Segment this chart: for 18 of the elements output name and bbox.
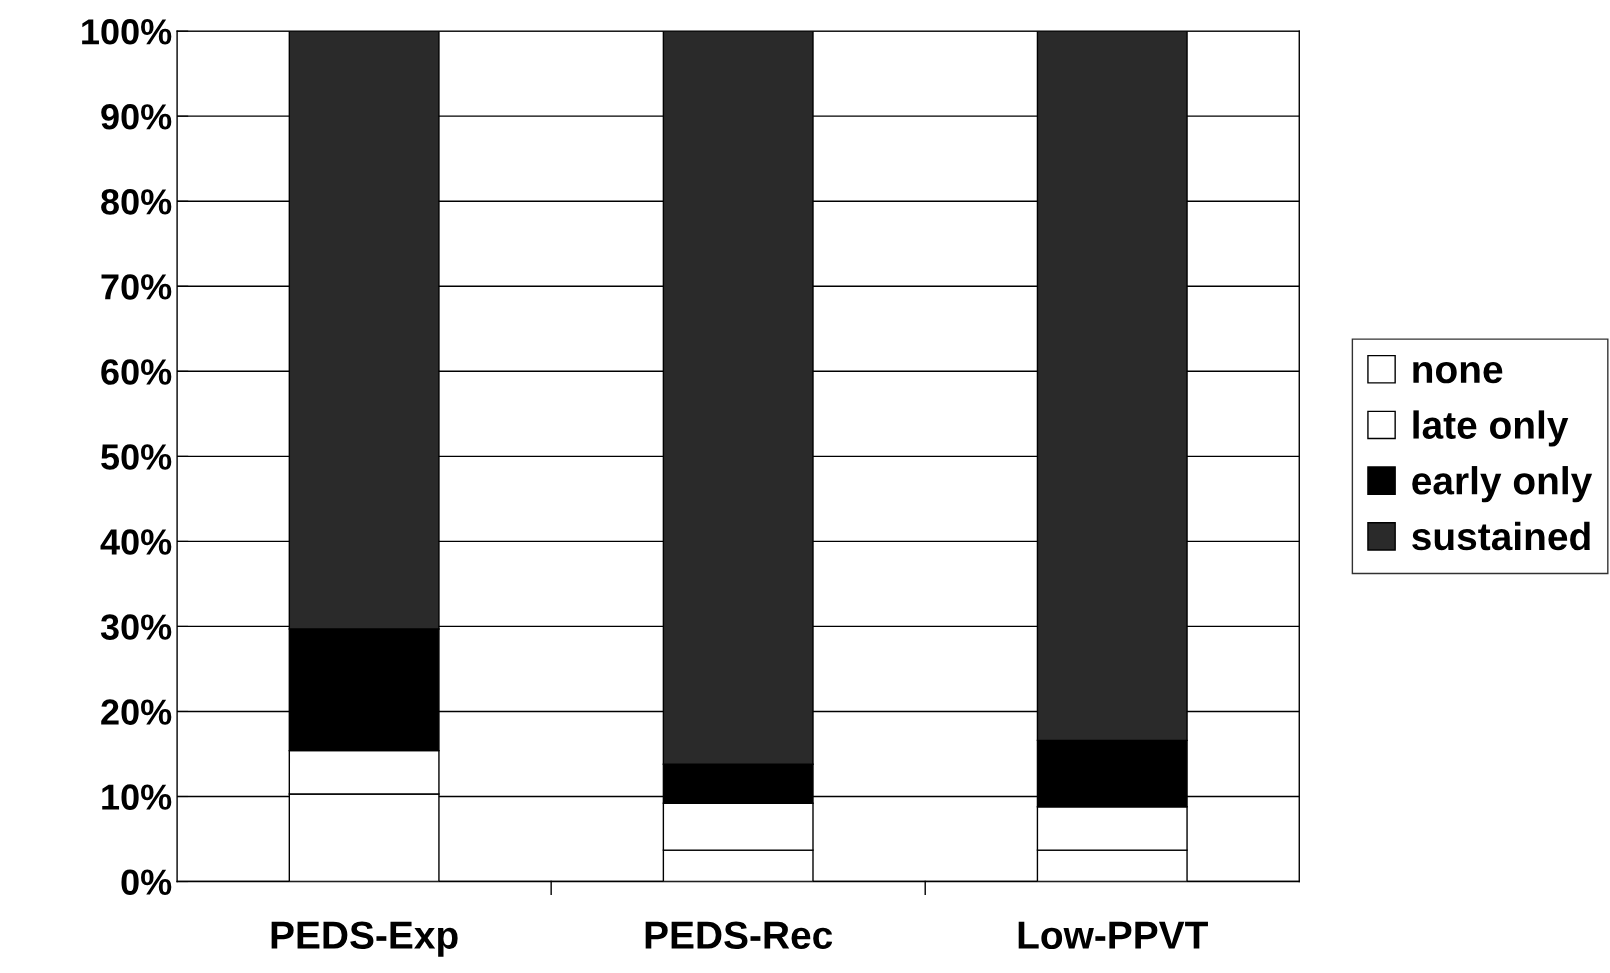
y-tick-label: 60% xyxy=(101,359,172,385)
legend-label: late only xyxy=(1413,410,1569,447)
legend-label: none xyxy=(1413,361,1503,384)
y-tick-label: 90% xyxy=(101,104,172,130)
x-tick-label: Low-PPVT xyxy=(1018,921,1208,949)
y-tick-label: 70% xyxy=(101,274,172,300)
y-tick-label: 20% xyxy=(101,699,172,725)
x-tick-label: PEDS-Exp xyxy=(271,921,458,957)
y-tick-label: 40% xyxy=(100,529,172,555)
legend-label: sustained xyxy=(1412,521,1590,551)
y-tick-label: 30% xyxy=(100,614,172,640)
y-tick-label: 80% xyxy=(101,189,172,215)
y-tick-label: 0% xyxy=(121,869,172,895)
x-tick-label: PEDS-Rec xyxy=(645,921,833,949)
y-tick-label: 100% xyxy=(82,19,172,45)
legend-label: early only xyxy=(1412,466,1593,503)
y-tick-label: 50% xyxy=(101,444,172,470)
y-tick-label: 10% xyxy=(102,784,172,810)
